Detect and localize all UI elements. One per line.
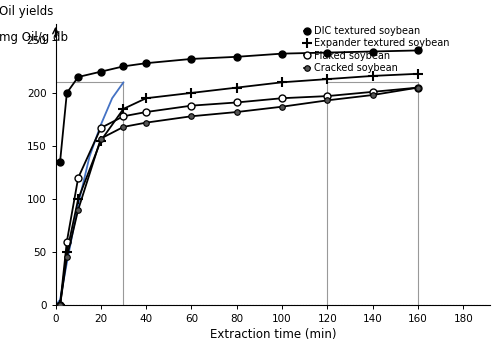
Text: mg Oil/g db: mg Oil/g db [0, 31, 68, 44]
X-axis label: Extraction time (min): Extraction time (min) [210, 329, 336, 341]
Legend: DIC textured soybean, Expander textured soybean, Flaked soybean, Cracked soybean: DIC textured soybean, Expander textured … [304, 26, 449, 73]
Text: Oil yields: Oil yields [0, 5, 54, 18]
